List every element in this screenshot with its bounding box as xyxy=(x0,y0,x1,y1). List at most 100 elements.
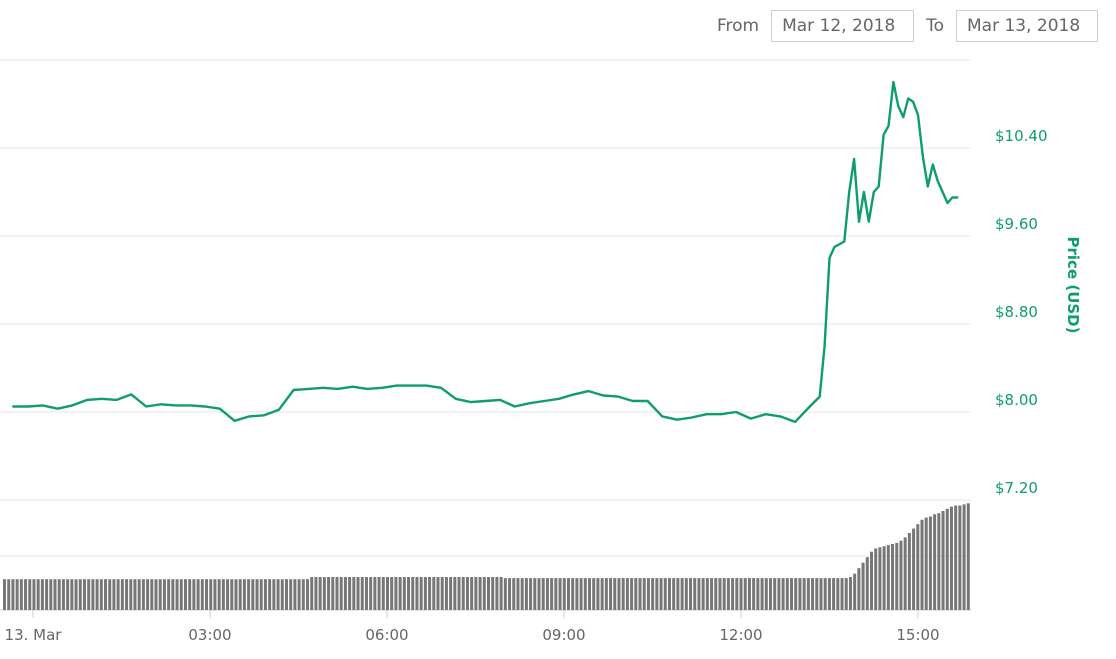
volume-bar xyxy=(781,578,785,610)
volume-bar xyxy=(600,578,604,610)
volume-bar xyxy=(777,578,781,610)
volume-bar xyxy=(318,577,322,610)
volume-bar xyxy=(588,578,592,610)
volume-bar xyxy=(604,578,608,610)
volume-bar xyxy=(554,578,558,610)
volume-bar xyxy=(617,578,621,610)
volume-bar xyxy=(348,577,352,610)
volume-bar xyxy=(705,578,709,610)
volume-bar xyxy=(360,577,364,610)
volume-bar xyxy=(621,578,625,610)
volume-bar xyxy=(343,577,347,610)
volume-bar xyxy=(941,511,945,610)
volume-bar xyxy=(146,579,150,610)
volume-bar xyxy=(428,577,432,610)
volume-bar xyxy=(760,578,764,610)
volume-bar xyxy=(735,578,739,610)
volume-bar xyxy=(272,579,276,610)
volume-bar xyxy=(642,578,646,610)
volume-bar xyxy=(558,578,562,610)
volume-bar xyxy=(537,578,541,610)
volume-bar xyxy=(764,578,768,610)
volume-bar xyxy=(230,579,234,610)
volume-bar xyxy=(356,577,360,610)
volume-bar xyxy=(141,579,145,610)
volume-bar xyxy=(747,578,751,610)
volume-bar xyxy=(819,578,823,610)
volume-bar xyxy=(752,578,756,610)
volume-bar xyxy=(550,578,554,610)
volume-bar xyxy=(66,579,70,610)
volume-bar xyxy=(638,578,642,610)
volume-bar xyxy=(596,578,600,610)
volume-bar xyxy=(655,578,659,610)
volume-bar xyxy=(415,577,419,610)
volume-bar xyxy=(314,577,318,610)
from-date-input[interactable] xyxy=(771,10,915,42)
volume-bar xyxy=(865,557,869,610)
volume-bar xyxy=(255,579,259,610)
volume-bar xyxy=(802,578,806,610)
volume-bar xyxy=(95,579,99,610)
volume-bar xyxy=(773,578,777,610)
volume-bar xyxy=(293,579,297,610)
volume-bar xyxy=(524,578,528,610)
volume-bar xyxy=(912,528,916,610)
volume-bar xyxy=(609,578,613,610)
volume-bar xyxy=(684,578,688,610)
to-date-input[interactable] xyxy=(956,10,1098,42)
volume-bar xyxy=(432,577,436,610)
volume-bar xyxy=(920,519,924,610)
volume-bar xyxy=(663,578,667,610)
volume-bar xyxy=(108,579,112,610)
volume-bar xyxy=(297,579,301,610)
volume-bar xyxy=(739,578,743,610)
volume-bar xyxy=(276,579,280,610)
volume-bar xyxy=(945,508,949,610)
volume-bar xyxy=(516,578,520,610)
volume-bar xyxy=(200,579,204,610)
volume-bar xyxy=(394,577,398,610)
volume-bar xyxy=(785,578,789,610)
volume-bar xyxy=(503,578,507,610)
volume-bar xyxy=(74,579,78,610)
volume-bar xyxy=(680,578,684,610)
volume-bar xyxy=(861,562,865,610)
volume-bar xyxy=(794,578,798,610)
volume-bar xyxy=(545,578,549,610)
volume-bar xyxy=(82,579,86,610)
volume-bar xyxy=(806,578,810,610)
volume-bar xyxy=(499,577,503,610)
price-line xyxy=(12,80,959,424)
volume-bar xyxy=(327,577,331,610)
volume-bar xyxy=(91,579,95,610)
volume-bar xyxy=(32,579,36,610)
volume-bar xyxy=(381,577,385,610)
volume-bar xyxy=(815,578,819,610)
volume-bar xyxy=(352,577,356,610)
volume-bar xyxy=(310,577,314,610)
volume-bar xyxy=(444,577,448,610)
volume-bar xyxy=(899,540,903,610)
volume-bar xyxy=(882,546,886,610)
volume-bar xyxy=(827,578,831,610)
volume-bar xyxy=(331,577,335,610)
volume-bar xyxy=(592,578,596,610)
volume-bar xyxy=(188,579,192,610)
volume-bar xyxy=(40,579,44,610)
volume-bar xyxy=(667,578,671,610)
volume-bar xyxy=(731,578,735,610)
volume-bar xyxy=(566,578,570,610)
volume-bar xyxy=(407,577,411,610)
volume-bar xyxy=(949,506,953,610)
volume-bar xyxy=(832,578,836,610)
price-tick-label: $8.80 xyxy=(995,303,1038,321)
volume-bar xyxy=(57,579,61,610)
volume-bar xyxy=(718,578,722,610)
volume-bar xyxy=(150,579,154,610)
volume-bar xyxy=(693,578,697,610)
volume-bar xyxy=(630,578,634,610)
volume-bar xyxy=(263,579,267,610)
volume-bar xyxy=(280,579,284,610)
